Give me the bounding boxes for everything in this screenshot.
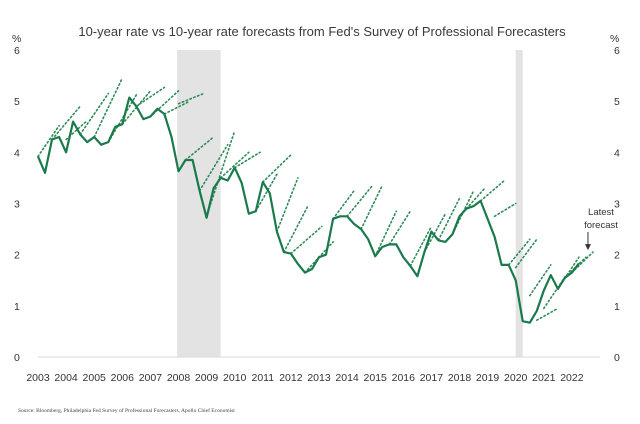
forecast-line-33 [479,179,506,202]
forecast-line-1 [37,124,60,158]
forecast-line-30 [437,197,461,242]
forecast-line-18 [261,154,292,183]
y-tick-left-5: 5 [14,96,20,108]
forecast-line-10 [163,100,191,115]
chart-title: 10-year rate vs 10-year rate forecasts f… [78,24,566,39]
forecast-line-25 [360,184,384,230]
forecast-line-36 [514,238,538,269]
y-axis-unit-right: % [610,33,619,45]
y-tick-right-5: 5 [614,96,620,108]
y-axis-left-ticks: 0 1 2 3 4 5 6 [14,45,20,364]
y-tick-left-0: 0 [14,352,20,364]
forecast-line-16 [233,151,261,169]
y-tick-left-6: 6 [14,45,20,57]
x-tick-2021: 2021 [532,372,556,384]
forecast-line-15 [219,151,250,179]
forecast-line-29 [423,212,447,253]
x-tick-2022: 2022 [560,372,584,384]
x-tick-2018: 2018 [448,372,472,384]
y-axis-right-ticks: 0 1 2 3 4 5 6 [614,45,620,364]
x-tick-2009: 2009 [195,372,219,384]
forecast-line-17 [255,173,278,212]
x-axis-ticks: 2003 2004 2005 2006 2007 2008 2009 2010 2011 2012… [26,372,583,384]
forecast-line-2 [51,105,81,141]
forecast-lines [37,77,594,322]
x-tick-2014: 2014 [335,372,359,384]
annotation-label-line2: forecast [584,220,618,231]
source-note: Source: Bloomberg, Philadelphia Fed Surv… [18,407,235,414]
y-tick-right-4: 4 [614,147,620,159]
x-tick-2017: 2017 [420,372,444,384]
y-tick-left-1: 1 [14,301,20,313]
y-tick-right-0: 0 [614,352,620,364]
forecast-line-11 [177,92,205,105]
forecast-line-26 [374,210,398,258]
forecast-line-12 [184,136,215,161]
forecast-line-23 [332,189,355,220]
x-tick-2015: 2015 [364,372,388,384]
forecast-line-20 [283,205,309,253]
x-tick-2008: 2008 [167,372,191,384]
x-tick-2012: 2012 [279,372,303,384]
y-axis-unit-left: % [12,33,21,45]
y-tick-left-4: 4 [14,147,20,159]
forecast-line-19 [276,177,299,233]
recession-band-2 [515,50,523,357]
forecast-line-34 [493,202,517,218]
x-tick-2010: 2010 [223,372,247,384]
annotation-arrow-head [584,244,591,251]
forecast-line-28 [409,225,433,267]
x-tick-2005: 2005 [83,372,107,384]
forecast-line-21 [290,225,323,255]
x-tick-2016: 2016 [392,372,416,384]
forecast-line-8 [135,86,166,108]
x-tick-2004: 2004 [54,372,78,384]
forecast-line-13 [198,143,229,192]
y-tick-right-1: 1 [614,301,620,313]
x-tick-2019: 2019 [476,372,500,384]
forecast-line-38 [535,307,559,322]
annotation-label-line1: Latest [588,207,614,218]
y-tick-left-3: 3 [14,199,20,211]
y-tick-left-2: 2 [14,250,20,262]
x-tick-2007: 2007 [139,372,163,384]
x-tick-2006: 2006 [111,372,135,384]
x-tick-2011: 2011 [252,372,275,384]
x-tick-2013: 2013 [307,372,331,384]
forecast-line-27 [388,210,412,246]
x-tick-2003: 2003 [26,372,50,384]
forecast-line-37 [528,264,552,297]
forecast-line-4 [79,92,110,136]
y-tick-right-3: 3 [614,199,620,211]
forecast-line-5 [93,77,124,138]
y-tick-right-6: 6 [614,45,620,57]
actual-rate-line [36,96,580,324]
y-tick-right-2: 2 [614,250,620,262]
forecast-line-24 [346,184,374,218]
x-tick-2020: 2020 [504,372,528,384]
forecast-line-32 [465,187,486,210]
forecast-line-35 [507,238,531,266]
recession-bands [177,50,523,357]
ten-year-rate-line [36,96,580,324]
latest-forecast-annotation: Latest forecast [584,207,618,251]
forecast-line-14 [205,130,236,218]
